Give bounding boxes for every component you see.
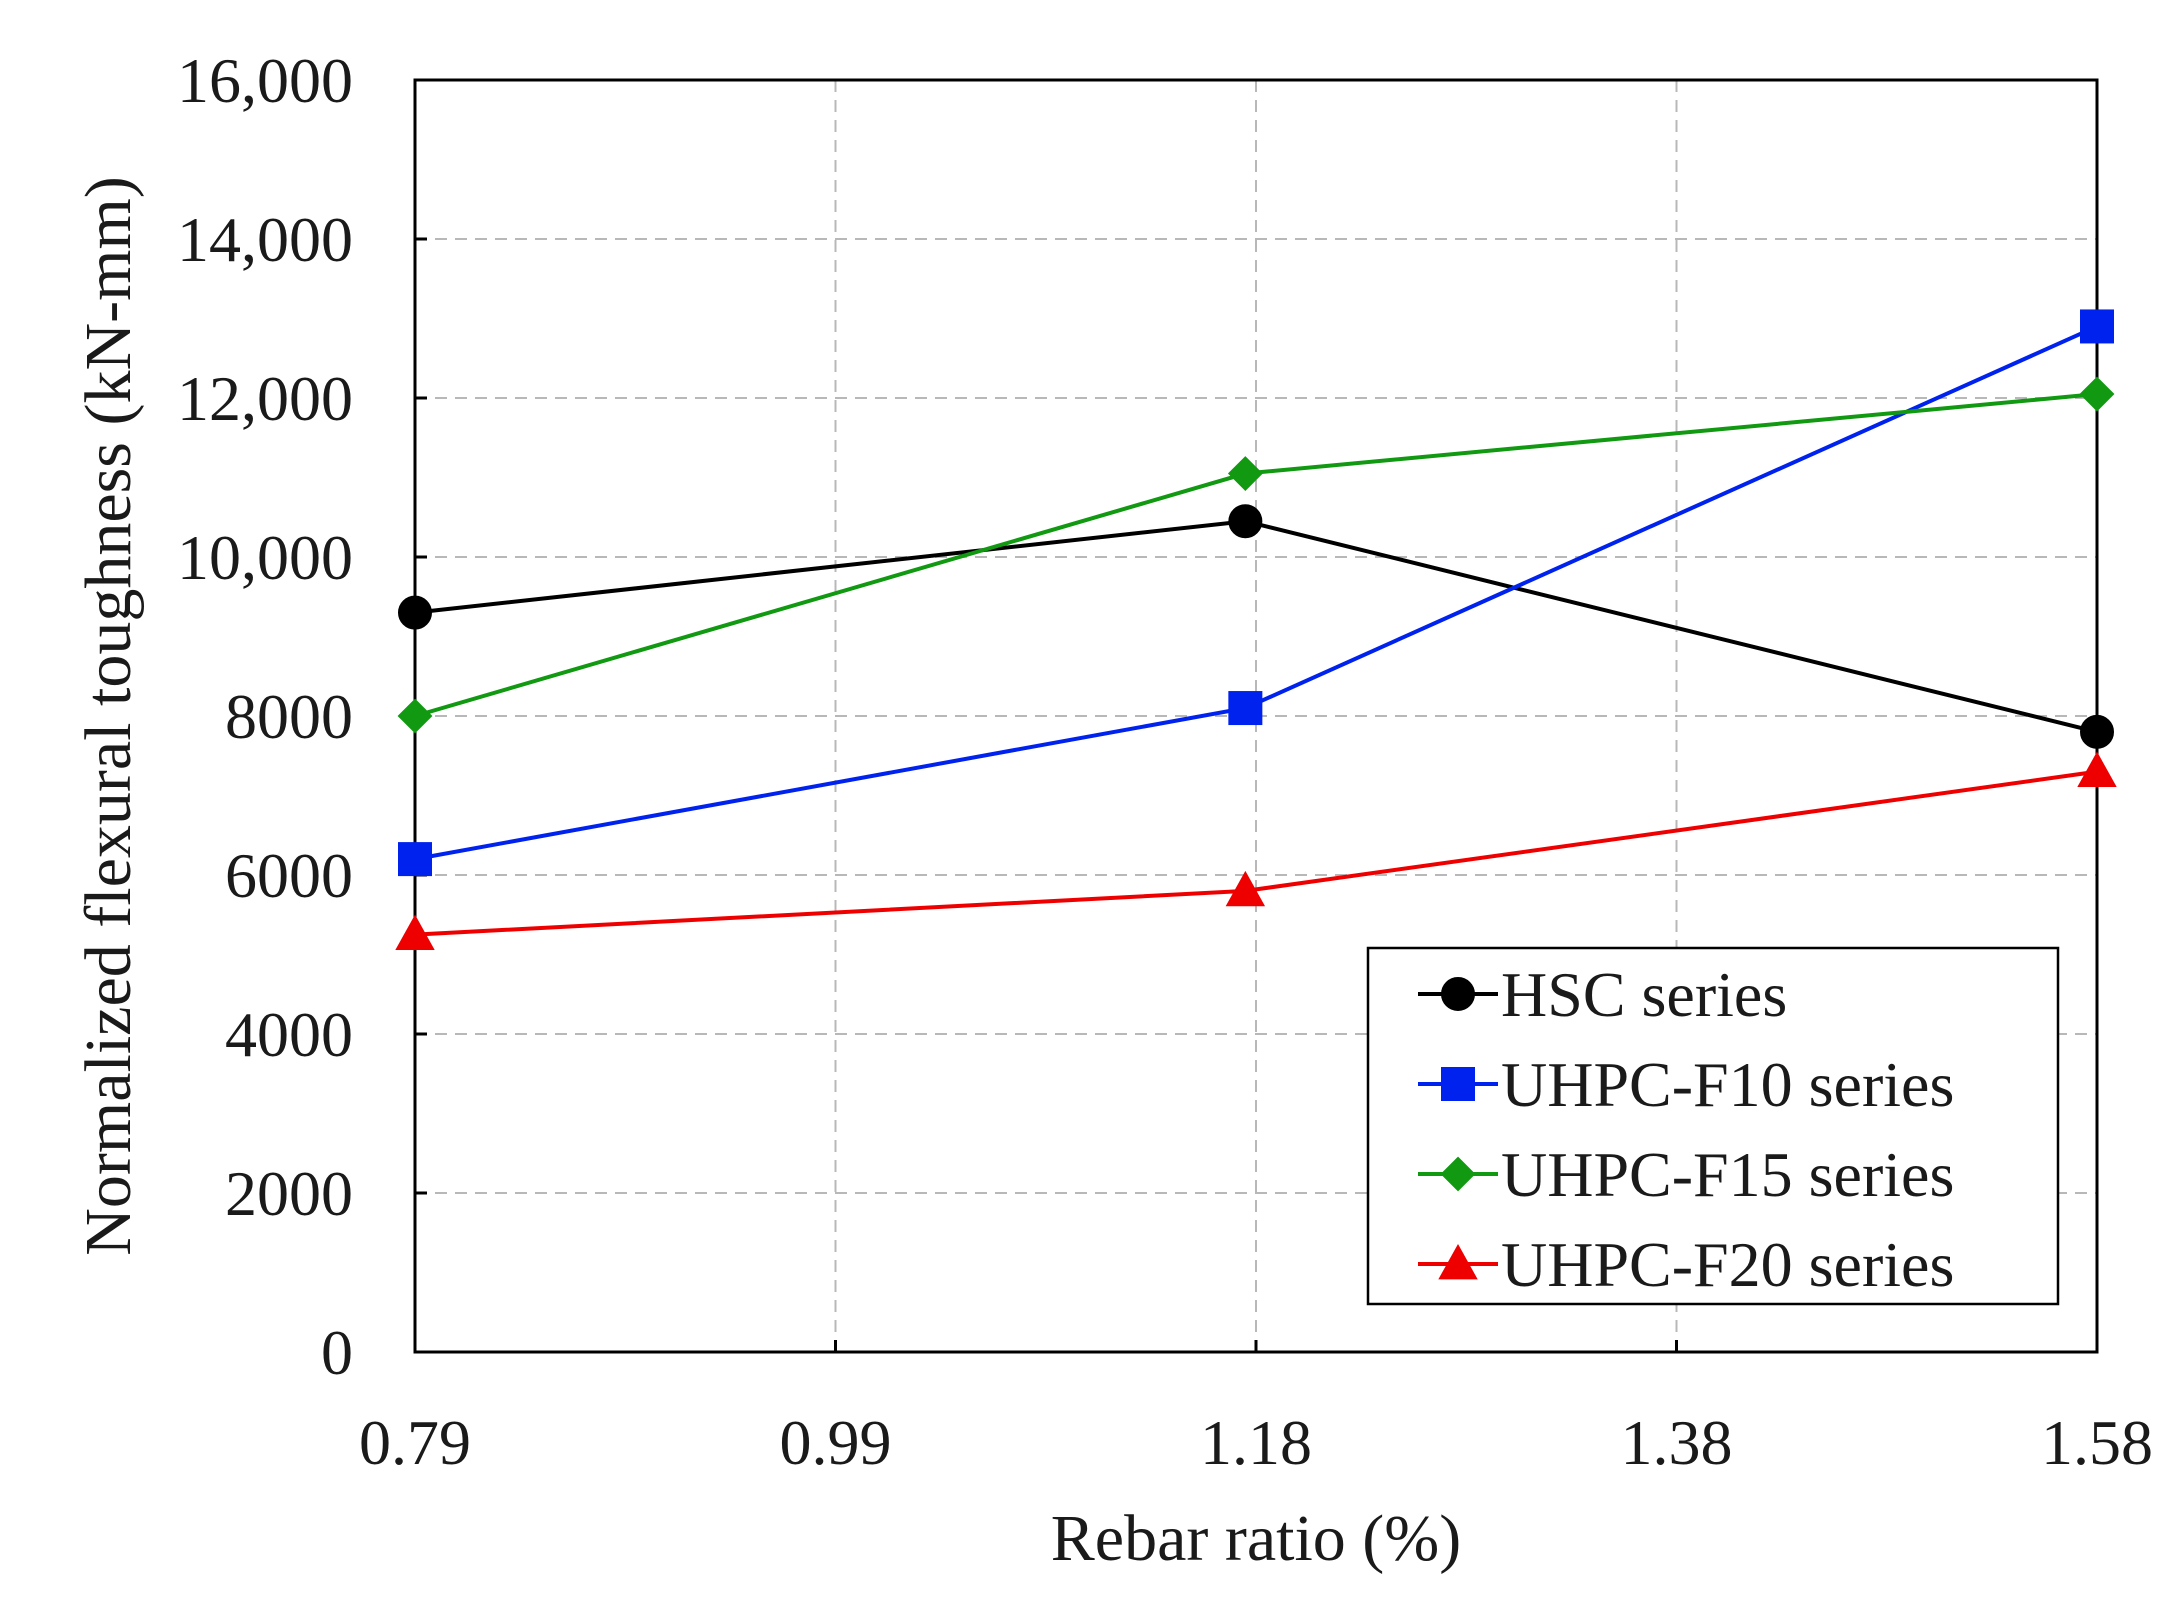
x-tick-label: 1.18 [1200,1407,1312,1478]
x-axis-ticks: 0.79 0.99 1.18 1.38 1.58 [359,1340,2153,1478]
x-axis-title: Rebar ratio (%) [1051,1502,1461,1575]
x-tick-label: 1.58 [2041,1407,2153,1478]
y-axis-ticks: 0 2000 4000 6000 8000 10,000 12,000 14,000 16,00… [177,45,427,1388]
legend-box [1366,946,2060,1306]
data-point [1227,456,1263,491]
data-point [1228,691,1263,726]
y-tick-label: 4000 [225,999,353,1070]
data-point [2080,309,2114,344]
data-point [2080,714,2114,749]
data-point [1228,504,1263,539]
data-point [398,842,432,877]
data-point [2079,376,2115,412]
series-hsc-series [398,504,2114,749]
legend-marker [1440,1156,1476,1192]
y-tick-label: 8000 [225,681,353,752]
legend-label: HSC series [1501,959,1787,1030]
series-uhpc-f20-series [395,751,2117,951]
y-tick-label: 2000 [225,1158,353,1229]
data-point [398,595,432,630]
legend-label: UHPC-F20 series [1501,1229,1954,1300]
y-tick-label: 0 [321,1317,353,1388]
legend-label: UHPC-F10 series [1501,1049,1954,1120]
legend-item: UHPC-F15 series [1418,1139,1954,1210]
x-tick-label: 1.38 [1621,1407,1733,1478]
y-tick-label: 10,000 [177,522,353,593]
legend-marker [1441,1067,1475,1101]
legend-item: HSC series [1418,959,1787,1030]
y-tick-label: 12,000 [177,363,353,434]
x-tick-label: 0.99 [780,1407,892,1478]
x-tick-label: 0.79 [359,1407,471,1478]
legend-marker [1441,977,1475,1011]
data-point [1225,870,1266,907]
y-tick-label: 6000 [225,840,353,911]
data-point [2077,751,2117,788]
data-series [395,309,2117,951]
legend-item: UHPC-F20 series [1418,1229,1954,1300]
series-uhpc-f15-series [397,376,2115,734]
series-uhpc-f10-series [398,309,2114,877]
legend-item: UHPC-F10 series [1418,1049,1954,1120]
legend: HSC series UHPC-F10 series UHPC-F15 series… [1366,946,2060,1306]
legend-label: UHPC-F15 series [1501,1139,1954,1210]
legend-marker [1438,1243,1478,1280]
y-tick-label: 14,000 [177,204,353,275]
data-point [395,914,435,951]
data-point [397,698,433,734]
y-tick-label: 16,000 [177,45,353,116]
y-axis-title: Normalized flexural toughness (kN-mm) [72,176,145,1256]
